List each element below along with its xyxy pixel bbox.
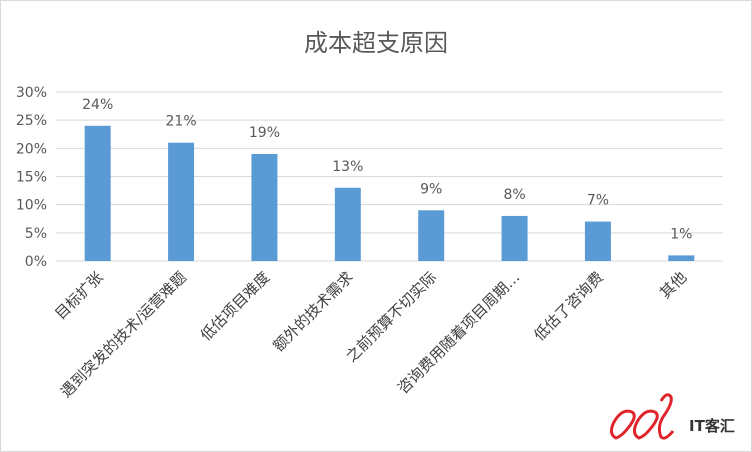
bars: [84, 125, 695, 261]
watermark-logo: IT客汇: [609, 393, 735, 440]
data-label: 13%: [332, 159, 363, 175]
gridlines: [56, 91, 723, 262]
data-label: 19%: [249, 125, 280, 141]
data-label: 1%: [670, 226, 692, 242]
bar: [584, 221, 611, 261]
y-tick-label: 5%: [25, 226, 47, 242]
data-label: 24%: [82, 97, 113, 113]
data-label: 9%: [420, 181, 442, 197]
y-tick-label: 15%: [16, 170, 47, 186]
bar: [84, 125, 111, 261]
bar: [668, 255, 695, 261]
bar: [168, 142, 195, 261]
y-tick-label: 10%: [16, 198, 47, 214]
category-label: 目标扩张: [51, 268, 106, 323]
data-label: 8%: [503, 187, 525, 203]
y-axis-ticks: 0% 5% 10% 15% 20% 25% 30%: [16, 85, 47, 270]
category-label: 低估了咨询费: [530, 268, 606, 344]
bar: [501, 215, 528, 261]
bar: [418, 210, 445, 261]
category-label: 之前预算不切实际: [342, 268, 440, 366]
chart-title: 成本超支原因: [304, 29, 448, 57]
y-tick-label: 0%: [25, 254, 47, 270]
y-tick-label: 20%: [16, 141, 47, 157]
data-label: 7%: [587, 193, 609, 209]
bar: [334, 187, 361, 261]
y-tick-label: 30%: [16, 85, 47, 101]
logo-mark-icon: [609, 393, 675, 440]
y-tick-label: 25%: [16, 113, 47, 129]
category-label: 其他: [656, 268, 690, 302]
bar: [251, 153, 278, 261]
watermark-text: IT客汇: [689, 417, 735, 435]
data-labels: 24% 21% 19% 13% 9% 8% 7% 1%: [82, 97, 692, 243]
category-label: 额外的技术需求: [270, 268, 357, 355]
data-label: 21%: [166, 114, 197, 130]
category-label: 低估项目难度: [197, 268, 273, 344]
